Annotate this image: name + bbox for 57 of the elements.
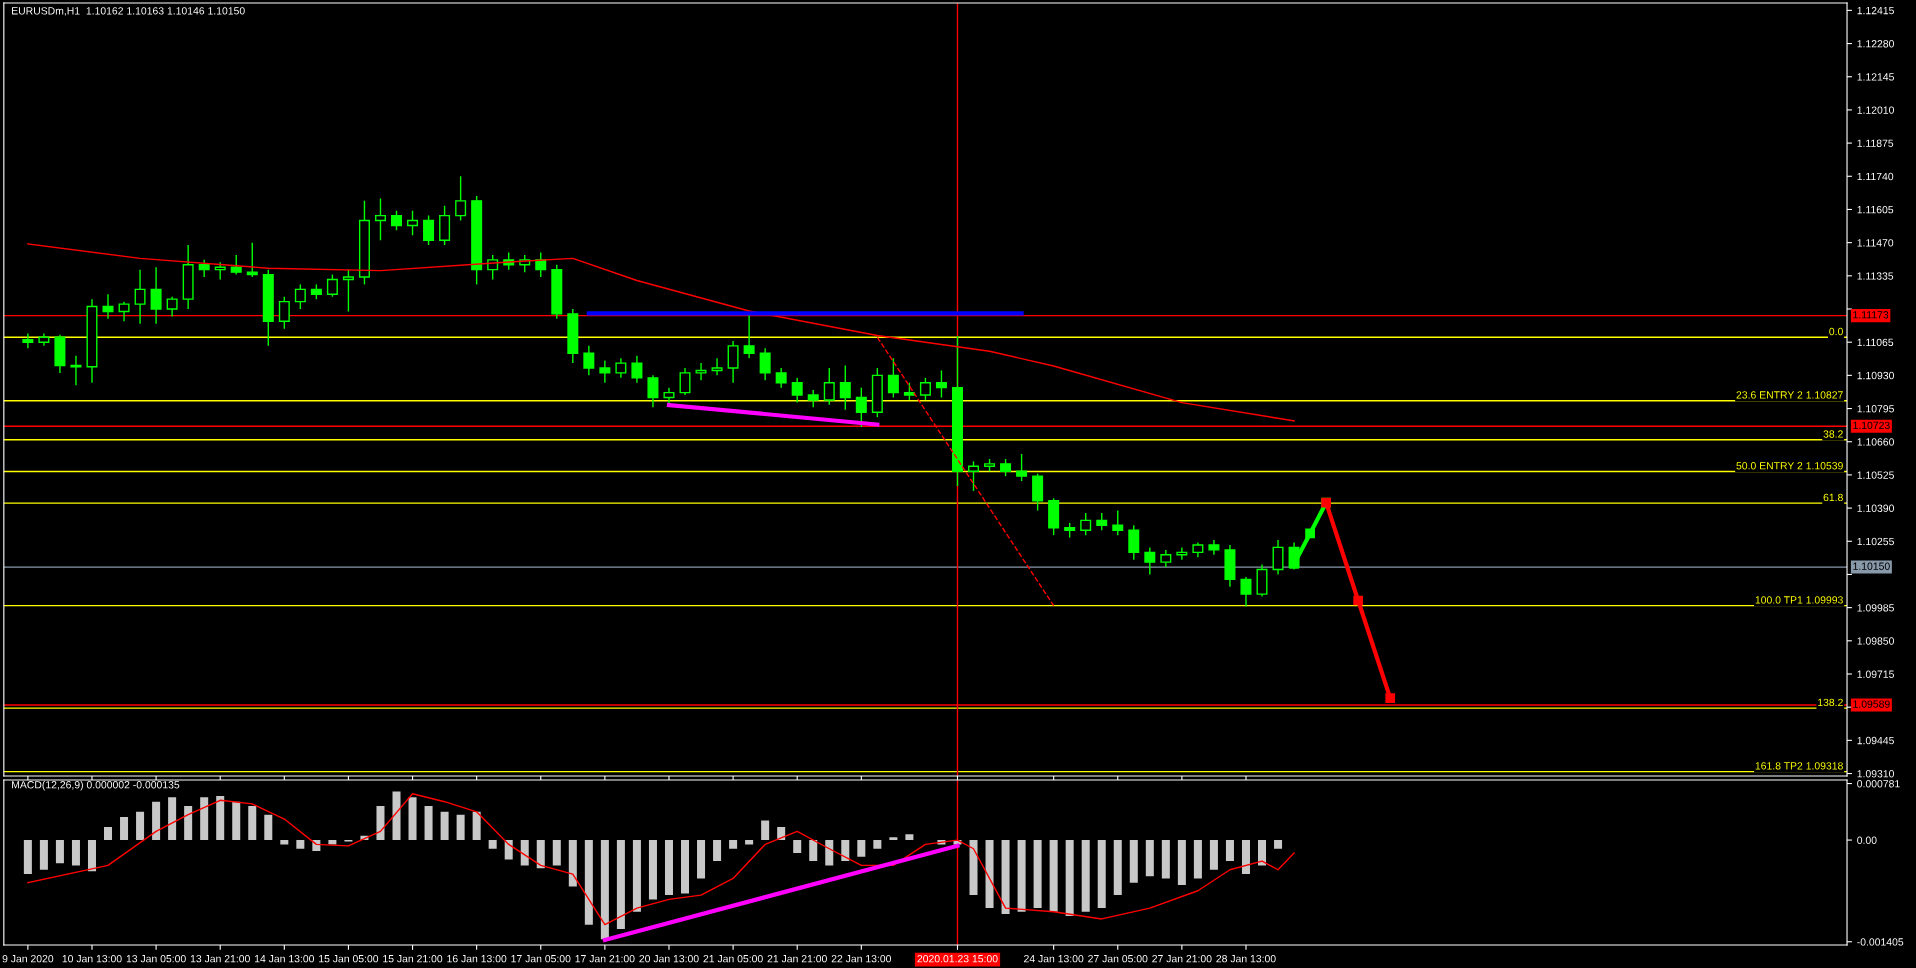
y-tick-label: 1.12280 (1857, 40, 1894, 48)
x-tick-label: 2020.01.23 15:00 (917, 955, 998, 963)
x-tick-label: 21 Jan 21:00 (767, 955, 827, 963)
ref-line-label: 1.10723 (1853, 421, 1890, 430)
ref-line-label: 1.11173 (1853, 311, 1889, 319)
x-tick-label: 20 Jan 13:00 (639, 955, 699, 963)
y-tick-label: 1.10390 (1857, 504, 1894, 512)
y-tick-label: 1.11605 (1857, 205, 1894, 214)
ref-line-label: 1.09589 (1853, 700, 1890, 708)
x-tick-label: 17 Jan 21:00 (575, 955, 635, 963)
y-tick-label: 1.11470 (1857, 239, 1894, 247)
y-tick-label: 1.12145 (1857, 73, 1894, 81)
chart-title: EURUSDm,H1 1.10162 1.10163 1.10146 1.10150 (12, 7, 245, 16)
y-tick-label: 1.09985 (1857, 604, 1894, 612)
y-tick-label: 1.11065 (1857, 338, 1894, 347)
x-tick-label: 17 Jan 05:00 (511, 955, 571, 963)
y-tick-label: 1.11875 (1857, 139, 1894, 147)
y-tick-label: 1.10525 (1857, 471, 1894, 479)
x-tick-label: 14 Jan 13:00 (255, 955, 315, 963)
x-tick-label: 24 Jan 13:00 (1024, 955, 1084, 963)
x-tick-label: 15 Jan 05:00 (319, 955, 379, 963)
y-tick-label: 1.11740 (1857, 172, 1894, 181)
annotation: 138.2 (1818, 698, 1843, 707)
y-tick-label: 1.10660 (1857, 438, 1894, 446)
annotation: 161.8 TP2 1.09318 (1755, 762, 1843, 770)
x-tick-label: 15 Jan 21:00 (383, 955, 443, 963)
y-tick-label: 0.00 (1857, 836, 1877, 844)
y-tick-label: -0.001405 (1857, 938, 1904, 946)
x-tick-label: 22 Jan 13:00 (831, 955, 892, 963)
x-tick-label: 21 Jan 05:00 (703, 955, 763, 963)
annotation: 23.6 ENTRY 2 1.10827 (1736, 391, 1843, 399)
x-tick-label: 9 Jan 2020 (2, 955, 54, 963)
y-tick-label: 1.10795 (1857, 405, 1894, 413)
x-tick-label: 28 Jan 13:00 (1216, 955, 1276, 963)
x-tick-label: 16 Jan 13:00 (447, 955, 507, 963)
annotation: 50.0 ENTRY 2 1.10539 (1736, 462, 1843, 470)
y-tick-label: 1.09850 (1857, 637, 1894, 645)
annotation: 61.8 (1823, 493, 1843, 502)
y-tick-label: 1.09445 (1857, 736, 1894, 745)
y-tick-label: 1.12010 (1857, 106, 1894, 114)
x-tick-label: 10 Jan 13:00 (62, 955, 122, 963)
annotation: 100.0 TP1 1.09993 (1755, 596, 1843, 604)
x-tick-label: 27 Jan 05:00 (1088, 955, 1148, 963)
annotation: 0.0 (1829, 327, 1843, 336)
annotation: 38.2 (1823, 430, 1843, 438)
y-tick-label: 1.09310 (1857, 770, 1894, 778)
x-tick-label: 13 Jan 21:00 (190, 955, 250, 963)
y-tick-label: 1.11335 (1857, 272, 1894, 280)
y-tick-label: 1.10930 (1857, 371, 1894, 380)
x-tick-label: 27 Jan 21:00 (1152, 955, 1212, 963)
chart-title: MACD(12,26,9) 0.000002 -0.000135 (12, 780, 180, 791)
y-tick-label: 0.000781 (1857, 780, 1900, 788)
x-tick-label: 13 Jan 05:00 (126, 955, 186, 963)
y-tick-label: 1.09715 (1857, 670, 1894, 678)
y-tick-label: 1.10255 (1857, 537, 1894, 546)
ref-line-label: 1.10150 (1853, 562, 1890, 570)
y-tick-label: 1.12415 (1857, 6, 1894, 15)
